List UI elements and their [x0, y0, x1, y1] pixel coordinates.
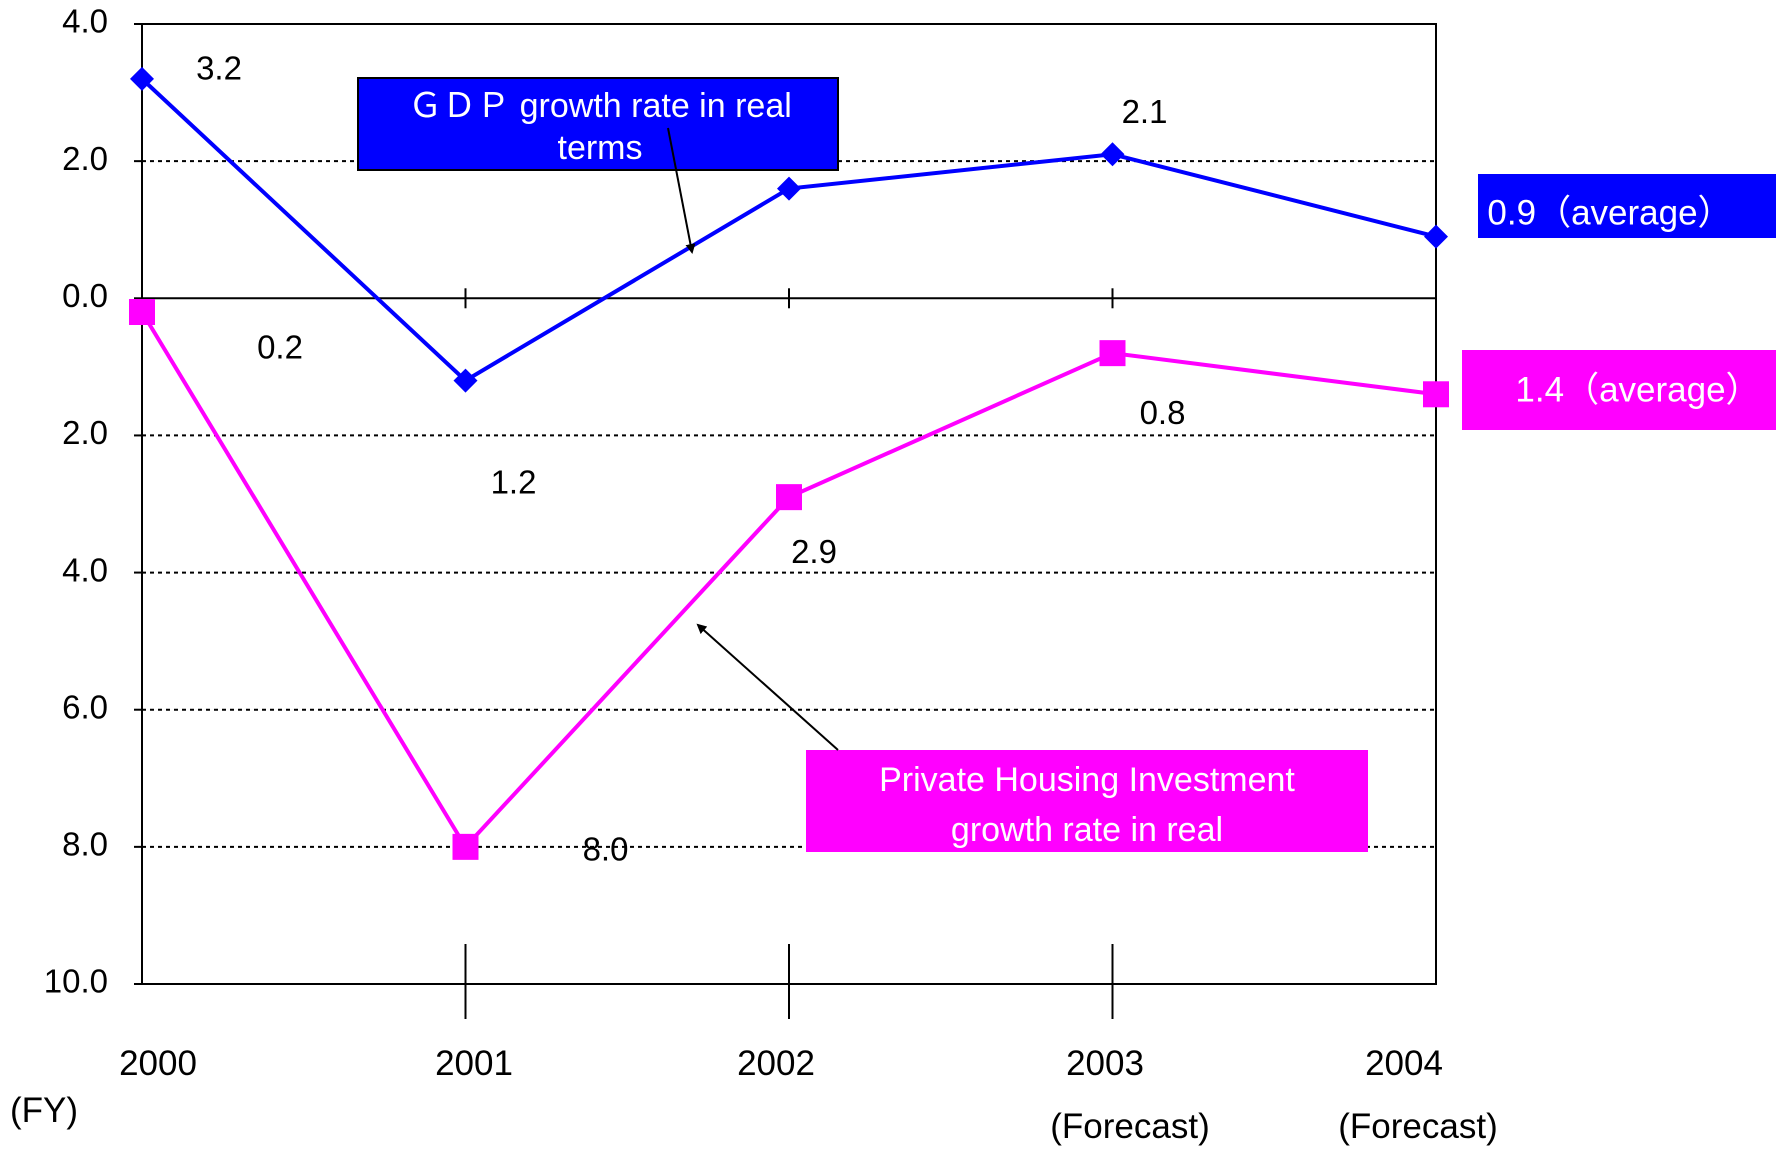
gdp-callout-arrow	[667, 127, 696, 254]
gdp-average-label: 0.9（average）	[1487, 193, 1732, 232]
x-tick-label: 2001	[435, 1044, 513, 1083]
housing-callout-box	[806, 750, 1368, 852]
x-tick-note: (Forecast)	[1338, 1107, 1497, 1146]
data-point-diamond	[130, 66, 154, 91]
data-point-square	[1423, 381, 1449, 408]
y-tick-label: 2.0	[62, 140, 108, 177]
y-axis-tick-labels: 4.0 2.0 0.0 2.0 4.0 6.0 8.0 10.0	[44, 3, 108, 1000]
gdp-average-box	[1478, 174, 1776, 238]
data-label: 1.2	[491, 463, 537, 500]
y-tick-label: 10.0	[44, 963, 108, 1000]
data-point-diamond	[777, 176, 801, 201]
x-tick-label: 2003	[1066, 1044, 1144, 1083]
series-lines	[129, 66, 1449, 860]
x-axis-unit-label: (FY)	[10, 1091, 78, 1130]
y-tick-label: 4.0	[62, 3, 108, 40]
y-tick-label: 2.0	[62, 414, 108, 451]
data-point-square	[129, 299, 155, 325]
housing-callout-arrow	[696, 623, 839, 751]
gdp-callout-line-2: terms	[558, 129, 643, 167]
axes	[134, 23, 1437, 1019]
data-point-square	[1099, 340, 1126, 367]
data-point-diamond	[1100, 142, 1125, 167]
x-tick-label: 2000	[119, 1044, 197, 1083]
y-tick-label: 0.0	[62, 277, 108, 314]
x-tick-note: (Forecast)	[1050, 1107, 1209, 1146]
gdp-callout-box	[357, 77, 839, 171]
series-callouts: ＧＤＰ growth rate in real terms Private Hous…	[357, 77, 1776, 852]
data-label: 2.1	[1122, 93, 1168, 130]
x-tick-label: 2004	[1365, 1044, 1443, 1083]
y-tick-label: 4.0	[62, 551, 108, 588]
housing-average-label: 1.4（average）	[1515, 370, 1760, 409]
y-tick-label: 8.0	[62, 826, 108, 863]
data-point-diamond	[453, 368, 478, 393]
housing-callout-line-2: growth rate in real	[951, 811, 1223, 849]
housing-callout-line-1: Private Housing Investment	[879, 761, 1295, 799]
data-labels: 3.2 1.2 2.1 0.2 8.0 2.9 0.8	[196, 50, 1185, 868]
data-label: 0.8	[1140, 394, 1186, 431]
data-point-diamond	[1424, 224, 1448, 249]
data-label: 3.2	[196, 50, 242, 87]
data-point-square	[776, 484, 802, 511]
data-label: 0.2	[257, 329, 303, 366]
x-tick-label: 2002	[737, 1044, 815, 1083]
data-label: 8.0	[583, 831, 629, 868]
housing-average-box	[1462, 350, 1776, 430]
gdp-callout-line-1: ＧＤＰ growth rate in real	[408, 87, 792, 125]
data-label: 2.9	[791, 533, 837, 570]
data-point-square	[452, 833, 479, 860]
y-tick-label: 6.0	[62, 688, 108, 725]
x-axis-tick-labels: 2000 2001 2002 2003 (Forecast) 2004 (Forecast)…	[10, 1044, 1498, 1146]
